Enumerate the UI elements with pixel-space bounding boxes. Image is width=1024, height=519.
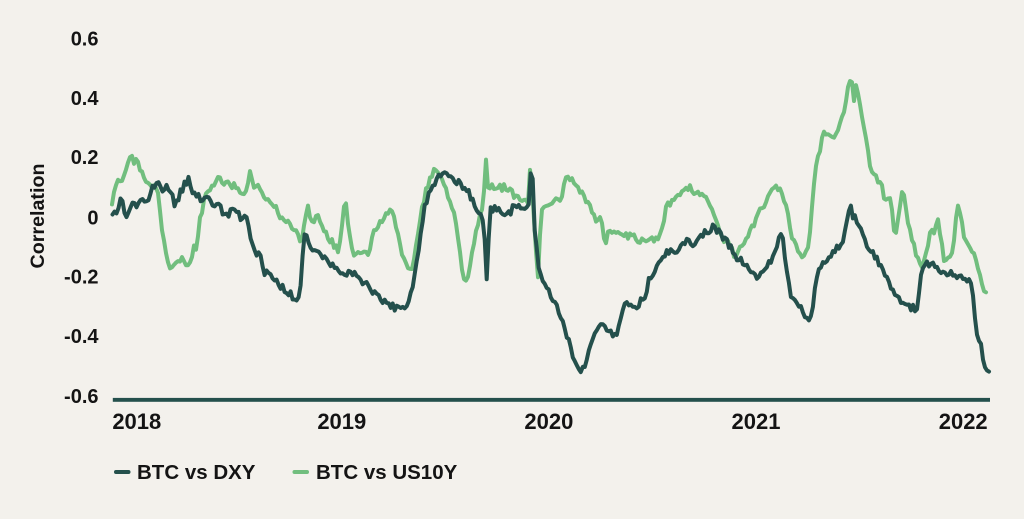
svg-text:-0.4: -0.4	[64, 326, 99, 348]
svg-text:-0.6: -0.6	[64, 386, 98, 408]
svg-text:Correlation: Correlation	[27, 163, 49, 268]
svg-text:-0.2: -0.2	[64, 266, 98, 288]
svg-text:2021: 2021	[732, 409, 781, 434]
svg-text:BTC vs DXY: BTC vs DXY	[137, 461, 256, 484]
svg-text:0.6: 0.6	[71, 29, 99, 51]
svg-text:2020: 2020	[524, 409, 573, 434]
svg-text:2022: 2022	[939, 409, 988, 434]
svg-text:0: 0	[87, 207, 98, 229]
svg-text:0.2: 0.2	[71, 147, 99, 169]
svg-text:0.4: 0.4	[71, 88, 100, 110]
svg-text:2019: 2019	[317, 409, 366, 434]
svg-text:2018: 2018	[112, 409, 161, 434]
svg-text:BTC vs US10Y: BTC vs US10Y	[316, 461, 458, 484]
